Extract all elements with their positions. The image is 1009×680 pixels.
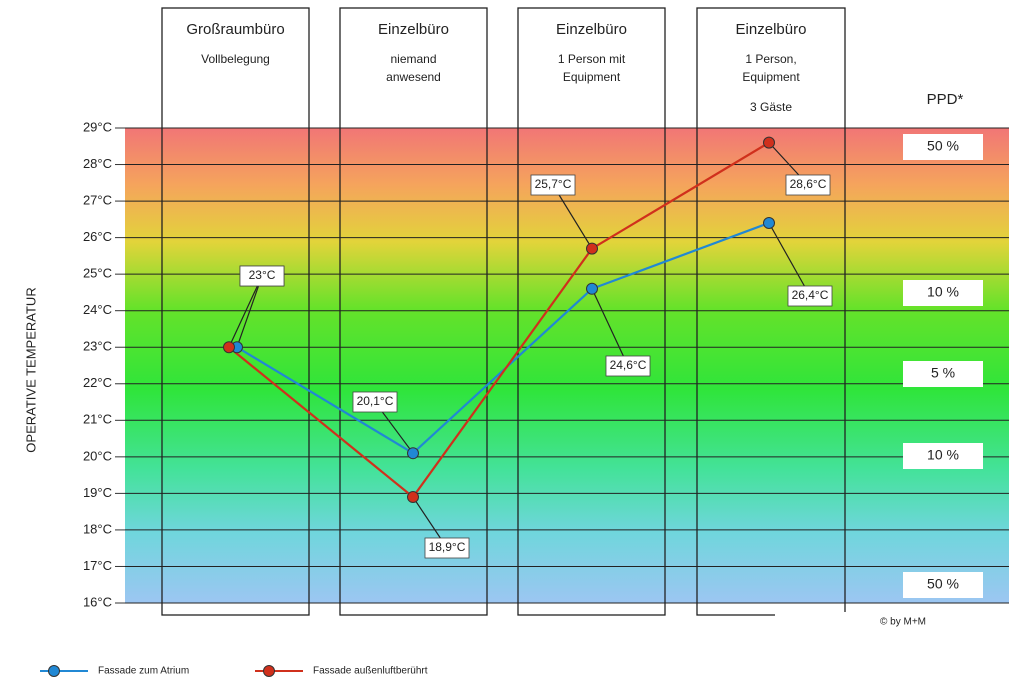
y-tick-label: 19°C (83, 485, 112, 500)
legend-label: Fassade außenluftberührt (313, 666, 428, 677)
value-label: 23°C (249, 268, 276, 282)
ppd-box (903, 280, 983, 306)
ppd-label: 5 % (931, 365, 955, 381)
value-label: 28,6°C (790, 177, 827, 191)
ppd-label: 10 % (927, 447, 959, 463)
value-label-box (785, 174, 831, 196)
category-note: 1 Person mit (558, 52, 626, 66)
value-label-box (787, 285, 833, 307)
ppd-box (903, 572, 983, 598)
point (407, 447, 419, 460)
category-note: Equipment (742, 70, 800, 84)
leader-line (552, 184, 593, 249)
y-tick-label: 26°C (83, 229, 112, 244)
y-tick-label: 23°C (83, 339, 112, 354)
y-tick-label: 17°C (83, 558, 112, 573)
point (763, 217, 775, 229)
column-frame (517, 7, 666, 616)
column-header (517, 7, 666, 129)
category-label: Einzelbüro (556, 21, 627, 38)
value-label-box (605, 355, 651, 377)
y-axis-label: OPERATIVE TEMPERATUR (23, 287, 38, 452)
category-note: 1 Person, (745, 52, 796, 66)
value-label: 20,1°C (357, 394, 394, 408)
column-header (339, 7, 488, 129)
value-label: 25,7°C (535, 177, 572, 191)
column-header (161, 7, 310, 129)
ppd-title: PPD* (927, 91, 964, 108)
column-frame (339, 7, 488, 616)
y-tick-label: 20°C (83, 448, 112, 463)
ppd-label: 50 % (927, 576, 959, 592)
value-label-box (530, 174, 576, 196)
category-label: Einzelbüro (736, 21, 807, 38)
y-tick-label: 16°C (83, 594, 112, 609)
legend-marker (48, 665, 60, 677)
point (586, 282, 598, 295)
y-tick-label: 21°C (83, 412, 112, 427)
leader-line (228, 275, 263, 348)
leader-line (236, 275, 263, 348)
y-tick-label: 25°C (83, 266, 112, 281)
value-label-box (424, 537, 470, 559)
ppd-box (903, 134, 983, 160)
credit: © by M+M (880, 617, 926, 628)
y-tick-label: 18°C (83, 521, 112, 536)
point (407, 491, 419, 504)
plot-background (125, 128, 1009, 603)
value-label-box (352, 391, 398, 413)
y-tick-label: 27°C (83, 193, 112, 208)
category-note: Vollbelegung (201, 52, 270, 66)
ppd-label: 50 % (927, 138, 959, 154)
point (763, 136, 775, 149)
y-tick-label: 29°C (83, 119, 112, 134)
ppd-box (903, 361, 983, 387)
legend-marker (263, 665, 275, 677)
value-label: 18,9°C (429, 540, 466, 554)
column-frame (696, 7, 846, 616)
category-label: Einzelbüro (378, 21, 449, 38)
ppd-label: 10 % (927, 284, 959, 300)
leader-line (591, 288, 629, 367)
category-note: anwesend (386, 70, 441, 84)
value-label: 24,6°C (610, 358, 647, 372)
column-header (696, 7, 846, 129)
category-label: Großraumbüro (186, 21, 284, 38)
value-label-box (239, 265, 285, 287)
leader-line (768, 222, 811, 297)
y-tick-label: 22°C (83, 375, 112, 390)
column-frame (161, 7, 310, 616)
credit-area (775, 612, 1009, 642)
point (586, 242, 598, 255)
y-tick-label: 24°C (83, 302, 112, 317)
series-line (228, 141, 770, 499)
legend-label: Fassade zum Atrium (98, 666, 189, 677)
y-tick-label: 28°C (83, 156, 112, 171)
category-note: 3 Gäste (750, 100, 792, 114)
category-note: Equipment (563, 70, 621, 84)
category-note: niemand (390, 52, 436, 66)
value-label: 26,4°C (792, 288, 829, 302)
point (223, 341, 235, 354)
ppd-box (903, 443, 983, 469)
